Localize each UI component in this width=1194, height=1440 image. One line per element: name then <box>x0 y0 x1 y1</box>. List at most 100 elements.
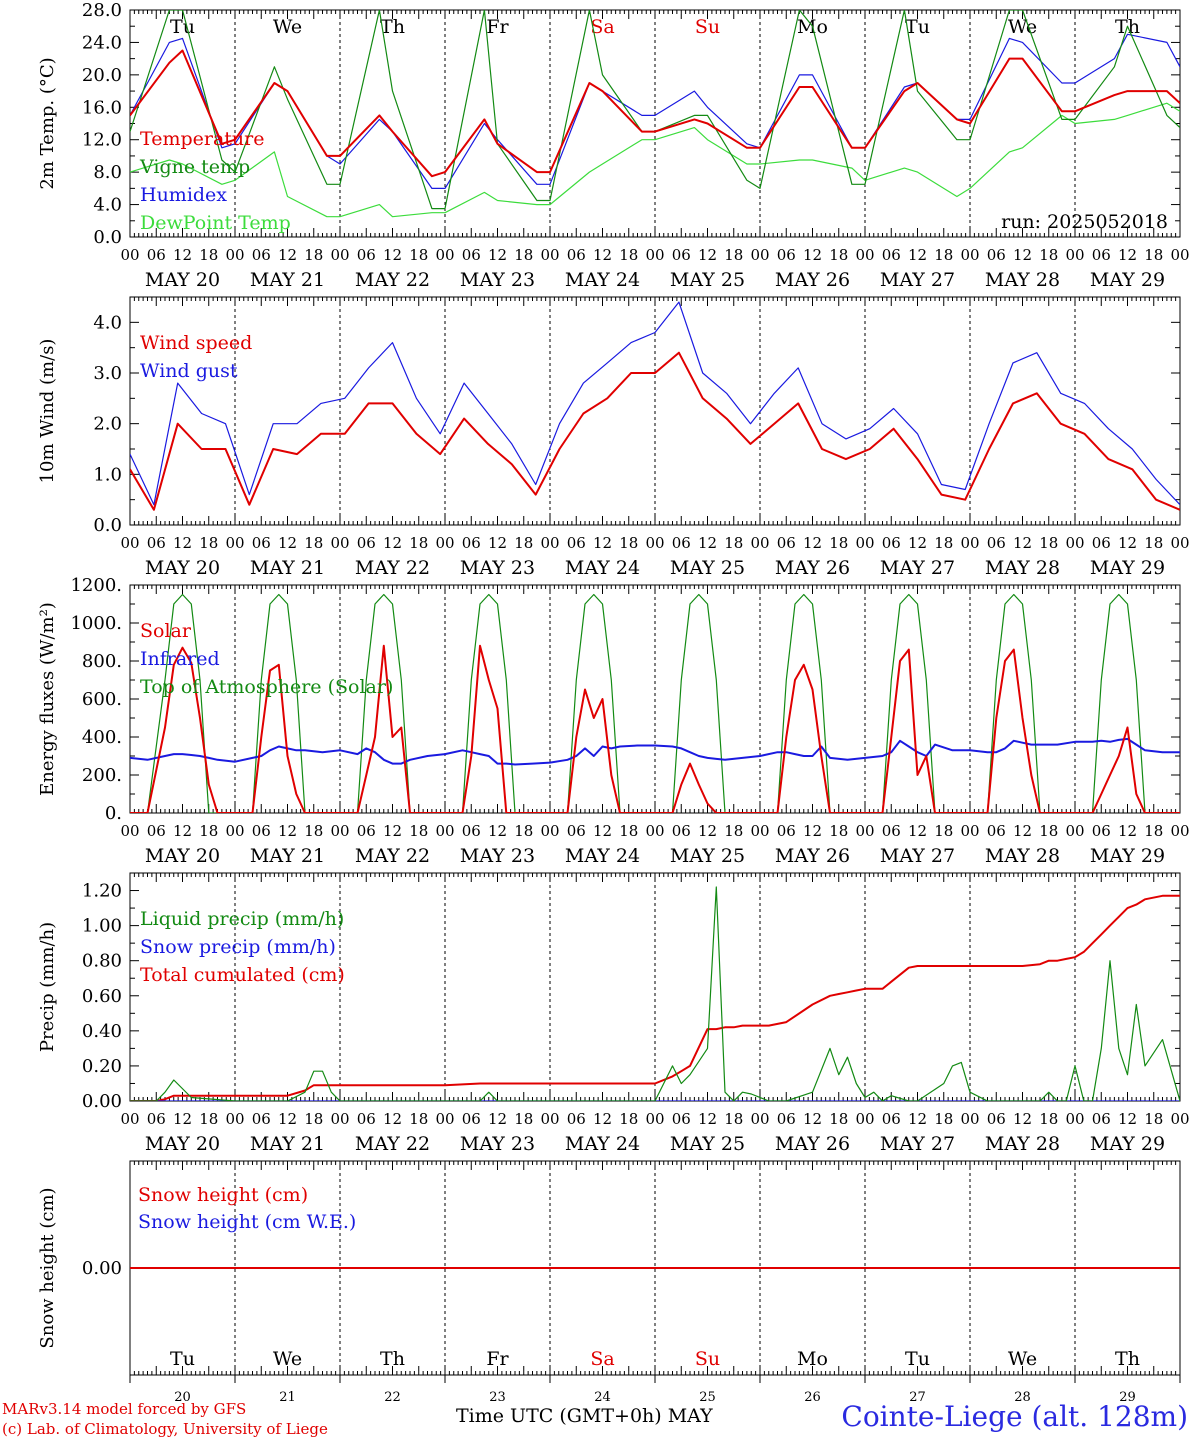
hour-tick-label: 12 <box>383 246 402 264</box>
hour-tick-label: 18 <box>934 534 953 552</box>
hour-tick-label: 06 <box>567 1110 586 1128</box>
hour-tick-label: 00 <box>645 1110 664 1128</box>
hour-tick-label: 00 <box>120 246 139 264</box>
day-number-label: 24 <box>594 1390 611 1405</box>
hour-tick-label: 06 <box>252 534 271 552</box>
legend-entry: Top of Atmosphere (Solar) <box>140 676 393 698</box>
hour-tick-label: 00 <box>540 1110 559 1128</box>
hour-tick-label: 06 <box>777 1110 796 1128</box>
date-label: MAY 26 <box>775 845 850 867</box>
hour-tick-label: 12 <box>593 246 612 264</box>
hour-tick-label: 06 <box>252 822 271 840</box>
hour-tick-label: 12 <box>1118 1110 1137 1128</box>
legend-entry: Snow precip (mm/h) <box>140 936 336 958</box>
hour-tick-label: 12 <box>173 534 192 552</box>
date-label: MAY 20 <box>145 557 220 579</box>
day-number-label: 28 <box>1014 1390 1031 1405</box>
y-tick-label: 24.0 <box>82 32 122 53</box>
y-tick-label: 1.0 <box>93 464 122 485</box>
legend-entry: Liquid precip (mm/h) <box>140 908 344 930</box>
hour-tick-label: 06 <box>672 534 691 552</box>
hour-tick-label: 12 <box>278 822 297 840</box>
panel-2: 0.0 1.0 2.0 3.0 4.0 10m Wind (m/s) 00 06 12 18 MAY… <box>37 296 1190 579</box>
hour-tick-label: 18 <box>1039 246 1058 264</box>
y-axis-label: 10m Wind (m/s) <box>37 339 58 484</box>
date-label: MAY 23 <box>460 1133 535 1155</box>
date-label: MAY 20 <box>145 845 220 867</box>
date-label: MAY 29 <box>1090 1133 1165 1155</box>
date-label: MAY 22 <box>355 557 430 579</box>
hour-tick-label: 12 <box>1118 246 1137 264</box>
date-label: MAY 22 <box>355 269 430 291</box>
day-number-label: 27 <box>909 1390 926 1405</box>
panel-5: 0.00 Snow height (cm) Tu 20 We 21 Th 22 Fr 23 Sa 24… <box>37 1160 1181 1405</box>
hour-tick-label: 00 <box>855 246 874 264</box>
hour-tick-label: 18 <box>724 822 743 840</box>
hour-tick-label: 06 <box>987 534 1006 552</box>
hour-tick-label: 18 <box>1144 1110 1163 1128</box>
hour-tick-label: 12 <box>803 246 822 264</box>
hour-tick-label: 06 <box>1092 246 1111 264</box>
y-axis-label: Energy fluxes (W/m²) <box>37 602 58 796</box>
hour-tick-label: 00 <box>960 1110 979 1128</box>
y-tick-label: 1000. <box>70 613 122 634</box>
y-tick-label: 0.00 <box>82 1258 122 1279</box>
legend-entry: DewPoint Temp <box>140 212 291 234</box>
date-label: MAY 21 <box>250 557 325 579</box>
series-line-temperature <box>130 49 1180 178</box>
hour-tick-label: 06 <box>1092 534 1111 552</box>
hour-tick-label: 06 <box>987 822 1006 840</box>
hour-tick-label: 00 <box>645 534 664 552</box>
y-tick-label: 20.0 <box>82 65 122 86</box>
hour-tick-label: 00 <box>855 1110 874 1128</box>
hour-tick-label: 18 <box>1039 534 1058 552</box>
hour-tick-label: 18 <box>409 534 428 552</box>
date-label: MAY 25 <box>670 557 745 579</box>
y-tick-label: 0.20 <box>82 1056 122 1077</box>
hour-tick-label: 06 <box>252 1110 271 1128</box>
station-name: Cointe-Liege (alt. 128m) <box>841 1400 1188 1433</box>
date-label: MAY 23 <box>460 269 535 291</box>
hour-tick-label: 00 <box>960 534 979 552</box>
hour-tick-label: 18 <box>829 822 848 840</box>
hour-tick-label: 18 <box>304 822 323 840</box>
date-label: MAY 21 <box>250 269 325 291</box>
hour-tick-label: 06 <box>672 1110 691 1128</box>
panel-3: 0. 200. 400. 600. 800. 1000. 1200. Energy fluxe… <box>37 575 1190 867</box>
hour-tick-label: 00 <box>1170 822 1189 840</box>
hour-tick-label: 00 <box>330 246 349 264</box>
date-label: MAY 25 <box>670 269 745 291</box>
y-tick-label: 0.60 <box>82 986 122 1007</box>
day-number-label: 25 <box>699 1390 716 1405</box>
hour-tick-label: 00 <box>750 1110 769 1128</box>
legend-entry: Humidex <box>140 184 227 206</box>
hour-tick-label: 06 <box>1092 822 1111 840</box>
hour-tick-label: 18 <box>829 534 848 552</box>
legend-entry: Solar <box>140 620 192 642</box>
hour-tick-label: 12 <box>1013 1110 1032 1128</box>
day-number-label: 29 <box>1119 1390 1136 1405</box>
hour-tick-label: 18 <box>724 534 743 552</box>
y-tick-label: 4.0 <box>93 312 122 333</box>
y-tick-label: 1.20 <box>82 881 122 902</box>
hour-tick-label: 12 <box>908 1110 927 1128</box>
y-tick-label: 600. <box>82 689 122 710</box>
hour-tick-label: 00 <box>750 246 769 264</box>
hour-tick-label: 06 <box>252 246 271 264</box>
hour-tick-label: 18 <box>409 822 428 840</box>
hour-tick-label: 06 <box>147 1110 166 1128</box>
hour-tick-label: 00 <box>960 822 979 840</box>
hour-tick-label: 06 <box>462 1110 481 1128</box>
hour-tick-label: 18 <box>1144 822 1163 840</box>
hour-tick-label: 18 <box>619 246 638 264</box>
hour-tick-label: 00 <box>120 1110 139 1128</box>
weekday-label: We <box>273 16 302 38</box>
hour-tick-label: 06 <box>147 246 166 264</box>
hour-tick-label: 00 <box>330 1110 349 1128</box>
date-label: MAY 21 <box>250 845 325 867</box>
hour-tick-label: 18 <box>514 822 533 840</box>
date-label: MAY 27 <box>880 1133 955 1155</box>
hour-tick-label: 00 <box>540 822 559 840</box>
date-label: MAY 23 <box>460 845 535 867</box>
